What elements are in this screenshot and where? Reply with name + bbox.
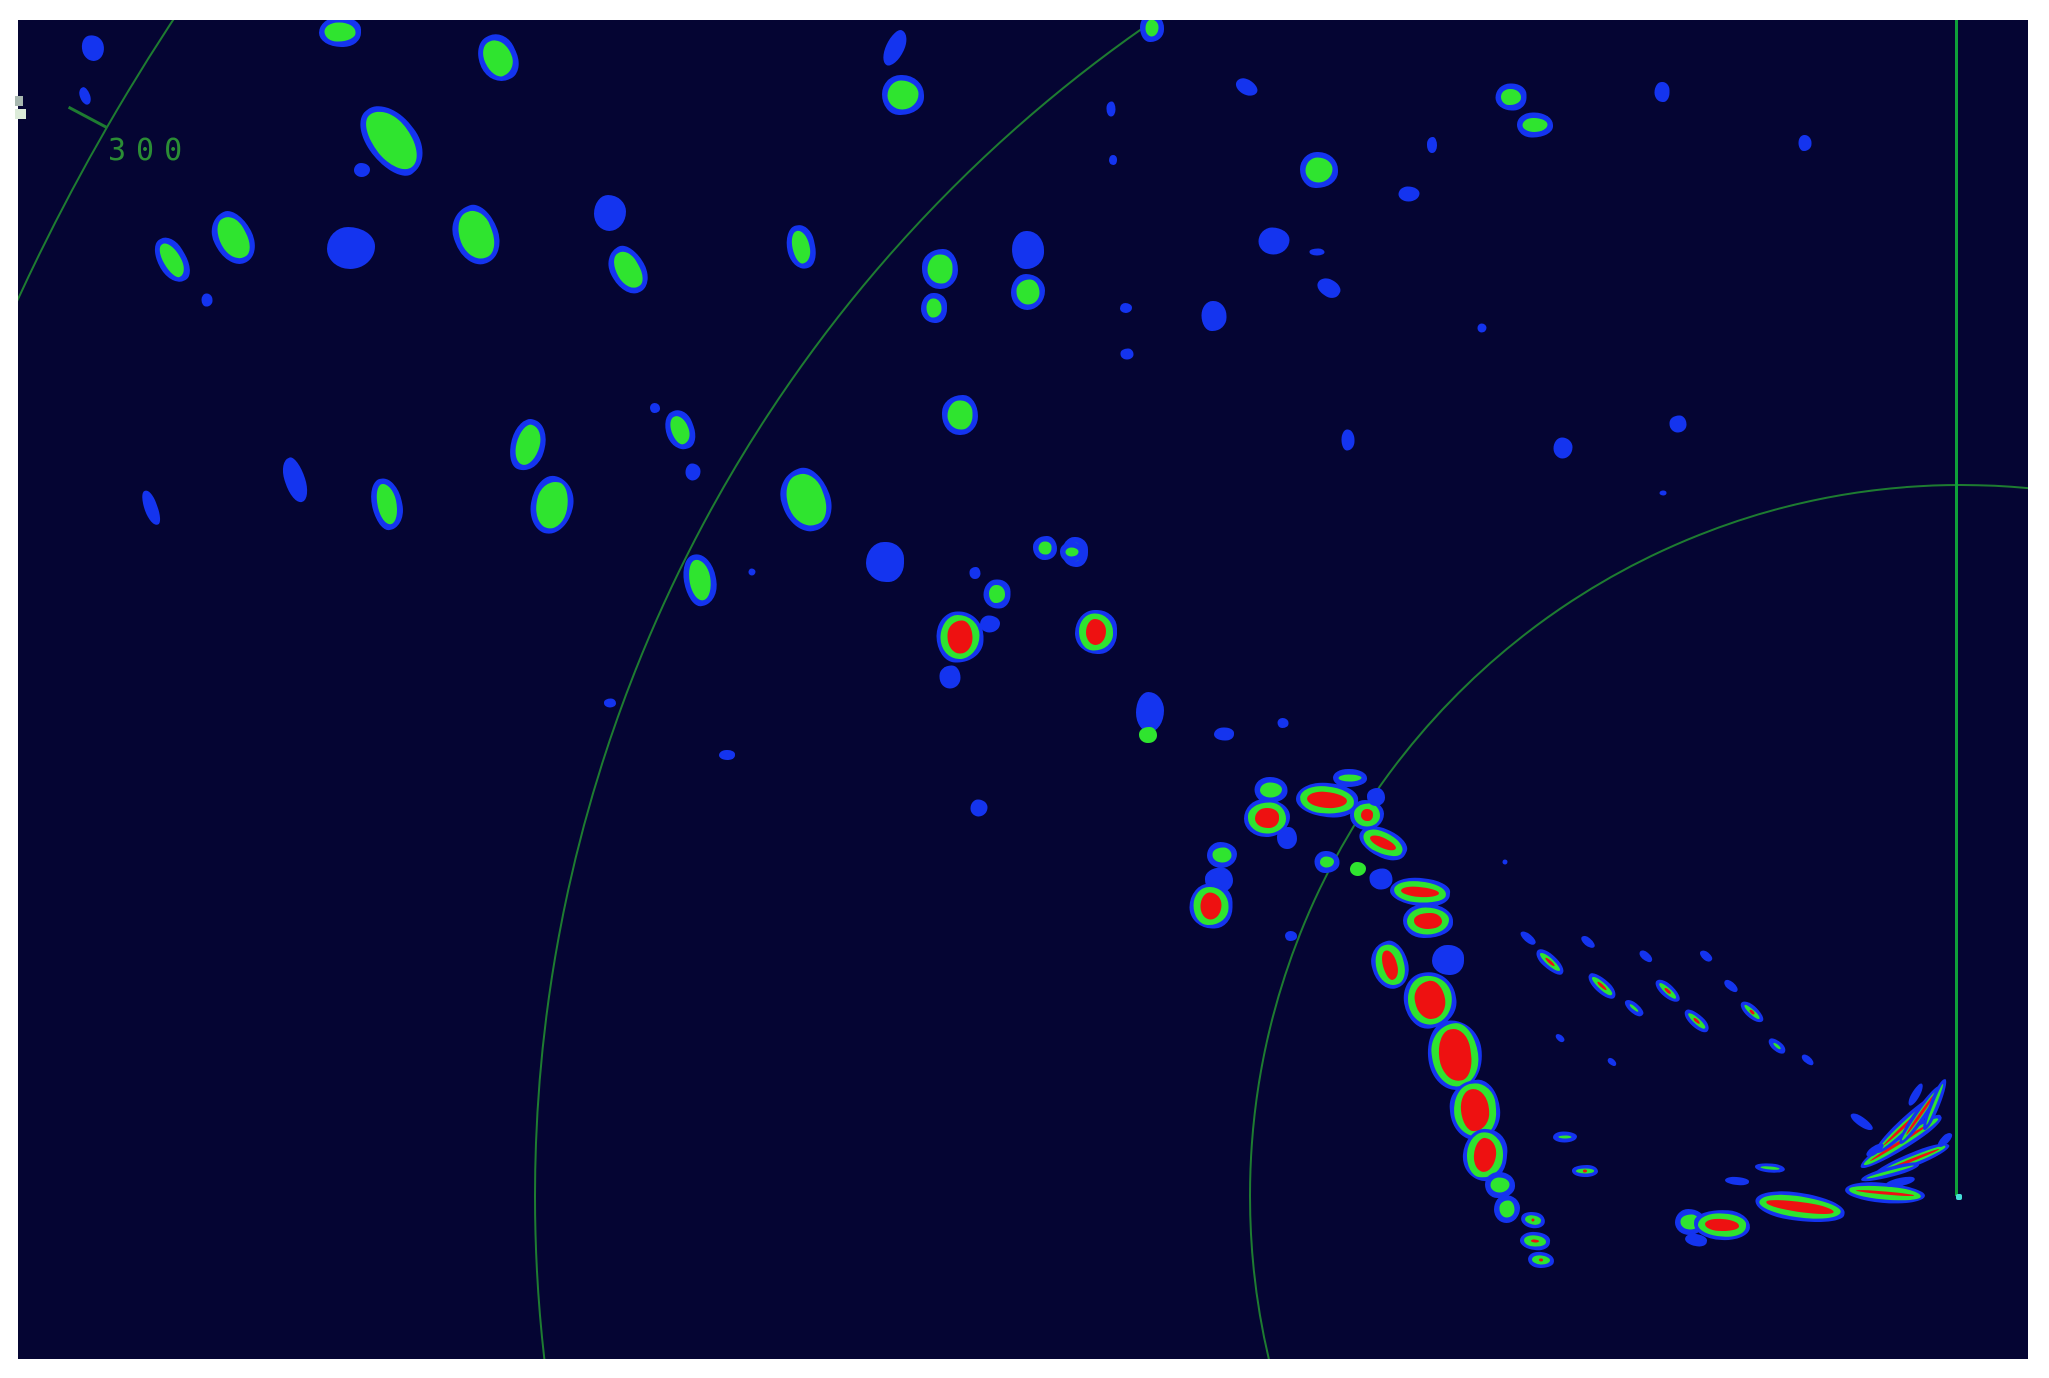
echo-blob-bg: [1495, 83, 1527, 111]
echo-blob-bg: [319, 20, 361, 47]
echo-blob-b: [980, 615, 1000, 633]
echo-blob-b: [685, 463, 701, 481]
echo-blob-bgr: [1350, 800, 1384, 830]
echo-blob-b: [1367, 788, 1385, 806]
echo-blob-bg: [882, 75, 924, 115]
echo-blob-bgr: [1244, 799, 1290, 837]
clipped-text-fragment: [15, 109, 26, 119]
echo-blob-b: [1201, 301, 1227, 331]
echo-blob-bg: [942, 395, 978, 435]
echo-blob-b: [77, 85, 93, 107]
echo-blob-bg: [1011, 274, 1045, 310]
echo-blob-b: [604, 698, 616, 708]
echo-blob-b: [1398, 186, 1420, 202]
echo-blob-bg: [1333, 769, 1367, 787]
echo-blob-bg: [1494, 1195, 1520, 1223]
echo-blob-b: [594, 195, 626, 231]
echo-blob-b: [1369, 868, 1393, 890]
echo-blob-bg: [1754, 1161, 1786, 1173]
echo-blob-b: [969, 567, 981, 579]
echo-blob-b: [1477, 323, 1487, 333]
echo-blob-bg: [1060, 542, 1084, 562]
echo-blob-b: [1012, 231, 1044, 269]
echo-blob-bg: [1517, 112, 1553, 138]
echo-blob-bg: [1033, 536, 1057, 560]
echo-blob-b: [1120, 303, 1132, 313]
range-ring-tick-icon: [67, 105, 109, 129]
echo-blob-b: [79, 32, 107, 64]
echo-blob-b: [1502, 859, 1508, 865]
echo-blob-bg: [983, 579, 1011, 609]
echo-blob-b: [1106, 101, 1116, 117]
echo-blob-b: [1798, 135, 1812, 151]
echo-blob-b: [1277, 827, 1297, 849]
echo-blob-bg: [1553, 1131, 1577, 1143]
north-radial-line: [1955, 20, 1958, 1196]
clipped-text-fragment: [15, 96, 23, 106]
echo-blob-bgr: [1527, 1250, 1555, 1270]
echo-blob-bgr: [1403, 904, 1453, 938]
echo-blob-b: [1120, 348, 1134, 360]
echo-blob-bg: [1254, 777, 1288, 803]
echo-blob-b: [1285, 931, 1297, 941]
echo-blob-bg: [922, 249, 958, 289]
radar-field: 300: [18, 20, 2028, 1359]
echo-blob-b: [748, 568, 756, 576]
range-ring-label: 300: [108, 133, 193, 168]
range-ring: [18, 20, 2028, 1359]
echo-blob-b: [1659, 490, 1667, 496]
echo-blob-b: [1214, 727, 1234, 741]
echo-blob-bg: [1140, 20, 1164, 42]
echo-blob-b: [1277, 718, 1289, 728]
echo-blob-b: [1553, 437, 1573, 459]
echo-blob-b: [1669, 415, 1687, 433]
echo-blob-b: [1427, 137, 1437, 153]
echo-blob-b: [939, 665, 961, 689]
echo-blob-bg: [1314, 851, 1340, 873]
echo-blob-b: [1258, 227, 1290, 255]
echo-blob-b: [866, 542, 904, 582]
echo-blob-b: [354, 163, 370, 177]
echo-blob-b: [1109, 155, 1117, 165]
echo-blob-b: [1136, 692, 1164, 732]
echo-blob-b: [1341, 429, 1355, 451]
echo-blob-bg: [1207, 842, 1237, 868]
echo-blob-b: [1432, 945, 1464, 975]
echo-blob-bgr: [936, 611, 984, 663]
echo-blob-bgr: [1519, 1230, 1551, 1252]
echo-blob-bg: [1300, 152, 1338, 188]
echo-blob-b: [650, 403, 660, 413]
echo-blob-bgr: [1075, 610, 1117, 654]
echo-blob-b: [1654, 82, 1670, 102]
echo-blob-b: [719, 750, 735, 760]
echo-blob-bg: [921, 293, 947, 323]
echo-blob-bgr: [1572, 1165, 1598, 1177]
echo-blob-b: [327, 227, 375, 269]
echo-blob-bg: [1485, 1172, 1515, 1198]
echo-blob-b: [201, 293, 213, 307]
echo-blob-g: [1139, 727, 1157, 743]
echo-blob-b: [1309, 248, 1325, 256]
echo-blob-g: [1350, 862, 1366, 876]
echo-blob-bgr: [1189, 883, 1233, 929]
echo-blob-b: [970, 799, 988, 817]
radar-center-dot: [1956, 1194, 1962, 1200]
